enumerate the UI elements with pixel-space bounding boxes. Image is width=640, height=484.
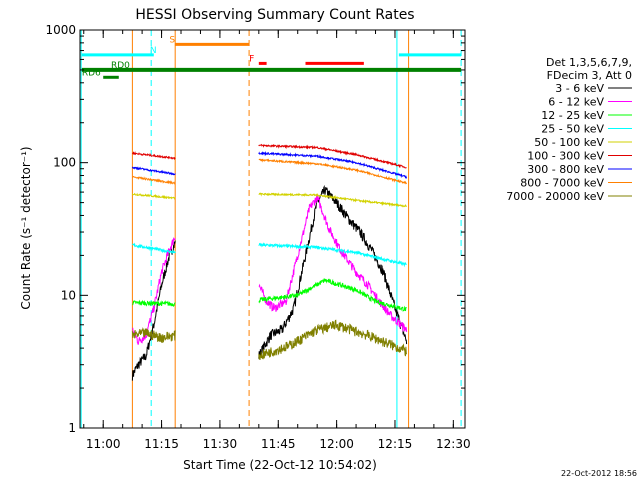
x-tick-label-1: 11:15 — [144, 437, 179, 451]
series-line-7-seg-0 — [132, 175, 176, 185]
series-line-7-seg-1 — [258, 158, 408, 185]
legend-label-2: 12 - 25 keV — [541, 109, 604, 122]
plot-frame — [79, 29, 466, 429]
series-line-4-seg-1 — [258, 192, 408, 208]
series-line-4-seg-0 — [131, 192, 176, 200]
series-line-1-seg-0 — [132, 236, 176, 345]
y-axis-label: Count Rate (s⁻¹ detector⁻¹) — [19, 146, 33, 309]
x-tick-label-3: 11:45 — [261, 437, 296, 451]
legend-label-3: 25 - 50 keV — [541, 123, 604, 136]
series-line-5-seg-1 — [258, 143, 407, 169]
legend-label-5: 100 - 300 keV — [527, 150, 604, 163]
flag-label-rd0: RD0 — [111, 61, 130, 71]
x-tick-label-0: 11:00 — [86, 437, 121, 451]
series-line-8-seg-1 — [258, 319, 408, 361]
series-line-2-seg-0 — [132, 299, 176, 307]
plot-area: N S F RD0 RD6 1 10 100 1000 11:00 11:15 11:30 11:45 1… — [45, 23, 470, 451]
series-line-1-seg-1 — [258, 194, 408, 333]
series-line-3-seg-0 — [132, 242, 176, 254]
y-tick-label-2: 100 — [53, 156, 76, 170]
y-tick-label-1: 10 — [61, 288, 76, 302]
y-tick-label-3: 1000 — [45, 23, 76, 37]
legend-label-8: 7000 - 20000 keV — [506, 190, 604, 203]
legend-header-0: Det 1,3,5,6,7,9, — [546, 56, 632, 69]
legend-label-0: 3 - 6 keV — [555, 82, 604, 95]
series-line-2-seg-1 — [258, 277, 407, 312]
series-line-6-seg-1 — [258, 150, 408, 180]
legend-label-1: 6 - 12 keV — [548, 96, 604, 109]
legend-label-4: 50 - 100 keV — [534, 136, 604, 149]
footer-date: 22-Oct-2012 18:56 — [561, 469, 637, 478]
x-tick-label-4: 12:00 — [319, 437, 354, 451]
flag-label-rd6: RD6 — [82, 68, 101, 78]
x-axis-label: Start Time (22-Oct-12 10:54:02) — [183, 458, 377, 472]
chart-title: HESSI Observing Summary Count Rates — [135, 7, 414, 23]
series-line-0-seg-0 — [131, 240, 176, 381]
x-tick-label-2: 11:30 — [203, 437, 238, 451]
y-tick-label-0: 1 — [68, 421, 76, 435]
flag-label-n: N — [150, 46, 157, 56]
series-line-8-seg-0 — [131, 327, 176, 343]
legend-header-1: FDecim 3, Att 0 — [547, 69, 632, 82]
legend-label-7: 800 - 7000 keV — [520, 177, 604, 190]
series-line-6-seg-0 — [131, 166, 176, 176]
series-line-0-seg-1 — [258, 184, 408, 359]
series-line-3-seg-1 — [258, 242, 407, 268]
x-tick-label-5: 12:15 — [378, 437, 413, 451]
flag-label-f: F — [249, 54, 254, 64]
flag-label-s: S — [169, 35, 175, 45]
series-line-5-seg-0 — [132, 151, 176, 161]
legend: Det 1,3,5,6,7,9,FDecim 3, Att 03 - 6 keV… — [506, 56, 632, 203]
legend-label-6: 300 - 800 keV — [527, 163, 604, 176]
x-tick-label-6: 12:30 — [436, 437, 471, 451]
